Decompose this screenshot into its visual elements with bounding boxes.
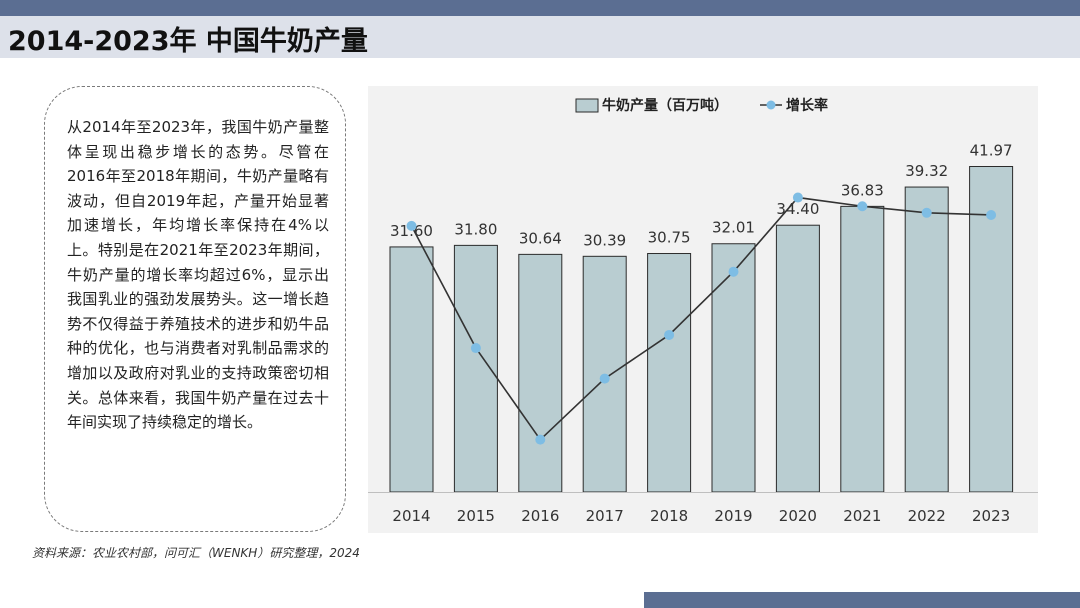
bar bbox=[518, 253, 563, 493]
x-tick-label: 2017 bbox=[586, 507, 624, 525]
x-tick-label: 2020 bbox=[779, 507, 817, 525]
x-tick-label: 2015 bbox=[457, 507, 495, 525]
bar bbox=[904, 186, 949, 493]
growth-rate-point bbox=[857, 201, 868, 212]
title-bar: 2014-2023年 中国牛奶产量 bbox=[0, 16, 1080, 58]
bar bbox=[711, 243, 756, 493]
top-accent-bar bbox=[0, 0, 1080, 16]
x-tick-label: 2019 bbox=[714, 507, 752, 525]
growth-rate-point bbox=[406, 220, 417, 231]
bar bbox=[647, 253, 692, 493]
bar-value-label: 36.83 bbox=[841, 181, 884, 199]
legend-marker-rate bbox=[766, 100, 776, 110]
growth-rate-point bbox=[792, 192, 803, 203]
legend-label-bars: 牛奶产量（百万吨） bbox=[602, 97, 728, 114]
bar-value-label: 31.80 bbox=[454, 220, 497, 238]
bar-value-label: 34.40 bbox=[776, 200, 819, 218]
growth-rate-point bbox=[921, 207, 932, 218]
x-tick-label: 2018 bbox=[650, 507, 688, 525]
x-tick-label: 2016 bbox=[521, 507, 559, 525]
source-note: 资料来源：农业农村部，问可汇（WENKH）研究整理，2024 bbox=[32, 546, 360, 560]
bar-value-label: 41.97 bbox=[970, 141, 1013, 159]
chart-panel: 牛奶产量（百万吨） 增长率 31.60 2014 31.80 2015 30.64 2016 3… bbox=[368, 86, 1038, 533]
description-box: 从2014年至2023年，我国牛奶产量整体呈现出稳步增长的态势。尽管在2016年… bbox=[44, 86, 346, 532]
growth-rate-point bbox=[664, 329, 675, 340]
growth-rate-point bbox=[599, 373, 610, 384]
bar bbox=[775, 224, 820, 493]
bar-value-label: 32.01 bbox=[712, 219, 755, 237]
x-tick-label: 2014 bbox=[392, 507, 430, 525]
bar-value-label: 30.75 bbox=[648, 229, 691, 247]
bar bbox=[840, 205, 885, 493]
bar-value-label: 30.64 bbox=[519, 229, 562, 247]
growth-rate-point bbox=[728, 266, 739, 277]
x-tick-label: 2023 bbox=[972, 507, 1010, 525]
page-title: 2014-2023年 中国牛奶产量 bbox=[8, 26, 368, 57]
bar-value-label: 31.60 bbox=[390, 222, 433, 240]
bar bbox=[389, 246, 434, 493]
growth-rate-point bbox=[986, 209, 997, 220]
x-tick-label: 2022 bbox=[908, 507, 946, 525]
growth-rate-line bbox=[410, 196, 992, 441]
bottom-accent-bar bbox=[644, 592, 1080, 608]
bar-value-label: 39.32 bbox=[905, 162, 948, 180]
legend-swatch-bars bbox=[575, 98, 599, 113]
milk-production-chart: 牛奶产量（百万吨） 增长率 31.60 2014 31.80 2015 30.64 2016 3… bbox=[368, 97, 1038, 525]
bar bbox=[969, 165, 1014, 493]
description-text: 从2014年至2023年，我国牛奶产量整体呈现出稳步增长的态势。尽管在2016年… bbox=[67, 118, 329, 432]
x-tick-label: 2021 bbox=[843, 507, 881, 525]
growth-rate-point bbox=[535, 434, 546, 445]
growth-rate-point bbox=[470, 343, 481, 354]
bar-value-label: 30.39 bbox=[583, 231, 626, 249]
legend-label-rate: 增长率 bbox=[786, 97, 828, 114]
